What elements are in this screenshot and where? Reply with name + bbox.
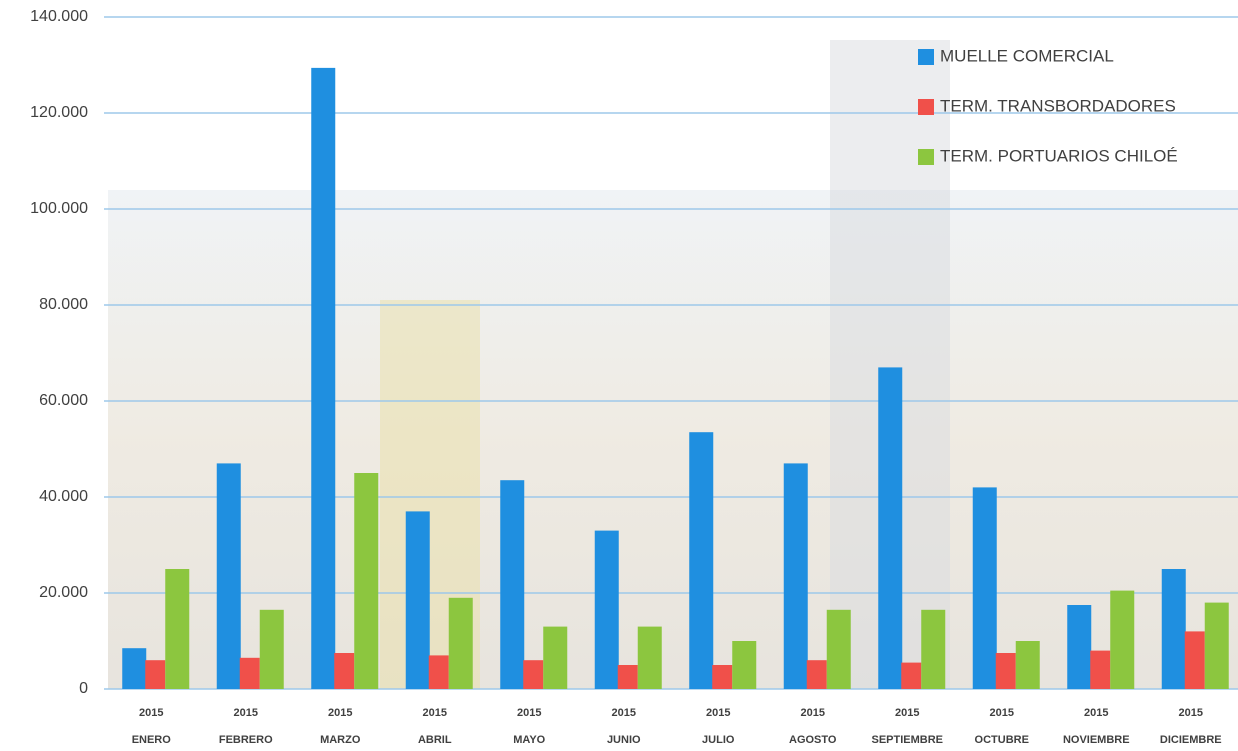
x-tick-label: MAYO [513, 734, 545, 746]
x-tick-label: FEBRERO [219, 734, 273, 746]
bar [594, 530, 619, 689]
legend-swatch [918, 99, 934, 115]
legend-label: TERM. TRANSBORDADORES [940, 96, 1176, 115]
bar [500, 480, 525, 689]
bar [783, 463, 808, 689]
x-tick-label: 2015 [517, 707, 541, 719]
y-tick-label: 60.000 [39, 392, 88, 409]
background-photo [108, 190, 1238, 689]
bar [712, 665, 733, 689]
bar [428, 655, 449, 689]
bar [334, 653, 355, 689]
bar [216, 463, 241, 689]
bar [806, 660, 827, 689]
bar [637, 626, 662, 689]
bar [878, 367, 903, 689]
bar [145, 660, 166, 689]
bar [1161, 569, 1186, 689]
bar [617, 665, 638, 689]
x-tick-label: OCTUBRE [975, 734, 1029, 746]
x-tick-label: AGOSTO [789, 734, 837, 746]
bar [311, 67, 336, 689]
legend-label: MUELLE COMERCIAL [940, 46, 1114, 65]
x-tick-label: 2015 [1084, 707, 1108, 719]
bar [1090, 650, 1111, 689]
x-tick-label: DICIEMBRE [1160, 734, 1222, 746]
bar [689, 432, 714, 689]
bar [448, 597, 473, 689]
bar [995, 653, 1016, 689]
y-tick-label: 0 [79, 680, 88, 697]
bar [1204, 602, 1229, 689]
x-tick-label: 2015 [990, 707, 1014, 719]
bar [901, 662, 922, 689]
x-tick-label: 2015 [423, 707, 447, 719]
bar [405, 511, 430, 689]
bar [972, 487, 997, 689]
bar [165, 569, 190, 689]
bar [732, 641, 757, 689]
y-tick-label: 100.000 [30, 200, 88, 217]
bar [543, 626, 568, 689]
y-tick-label: 40.000 [39, 488, 88, 505]
bar [826, 609, 851, 689]
bar [122, 648, 147, 689]
x-tick-label: 2015 [139, 707, 163, 719]
legend-swatch [918, 149, 934, 165]
bar [523, 660, 544, 689]
x-tick-label: NOVIEMBRE [1063, 734, 1130, 746]
bar [239, 657, 260, 689]
x-tick-label: SEPTIEMBRE [871, 734, 943, 746]
x-tick-label: MARZO [320, 734, 361, 746]
x-tick-label: 2015 [801, 707, 825, 719]
bar [921, 609, 946, 689]
x-tick-label: 2015 [706, 707, 730, 719]
x-tick-label: 2015 [1179, 707, 1203, 719]
x-tick-label: ENERO [132, 734, 172, 746]
bar [1184, 631, 1205, 689]
legend-label: TERM. PORTUARIOS CHILOÉ [940, 146, 1178, 165]
legend-swatch [918, 49, 934, 65]
x-tick-label: JULIO [702, 734, 735, 746]
x-tick-label: ABRIL [418, 734, 452, 746]
y-tick-label: 120.000 [30, 104, 88, 121]
x-tick-label: 2015 [895, 707, 919, 719]
bar [1110, 590, 1135, 689]
x-tick-label: 2015 [234, 707, 258, 719]
bar [1015, 641, 1040, 689]
y-tick-label: 20.000 [39, 584, 88, 601]
x-tick-label: JUNIO [607, 734, 641, 746]
bar [1067, 605, 1092, 689]
bar [354, 473, 379, 689]
x-tick-label: 2015 [328, 707, 352, 719]
y-tick-label: 80.000 [39, 296, 88, 313]
y-tick-label: 140.000 [30, 8, 88, 25]
bar [259, 609, 284, 689]
x-tick-label: 2015 [612, 707, 636, 719]
